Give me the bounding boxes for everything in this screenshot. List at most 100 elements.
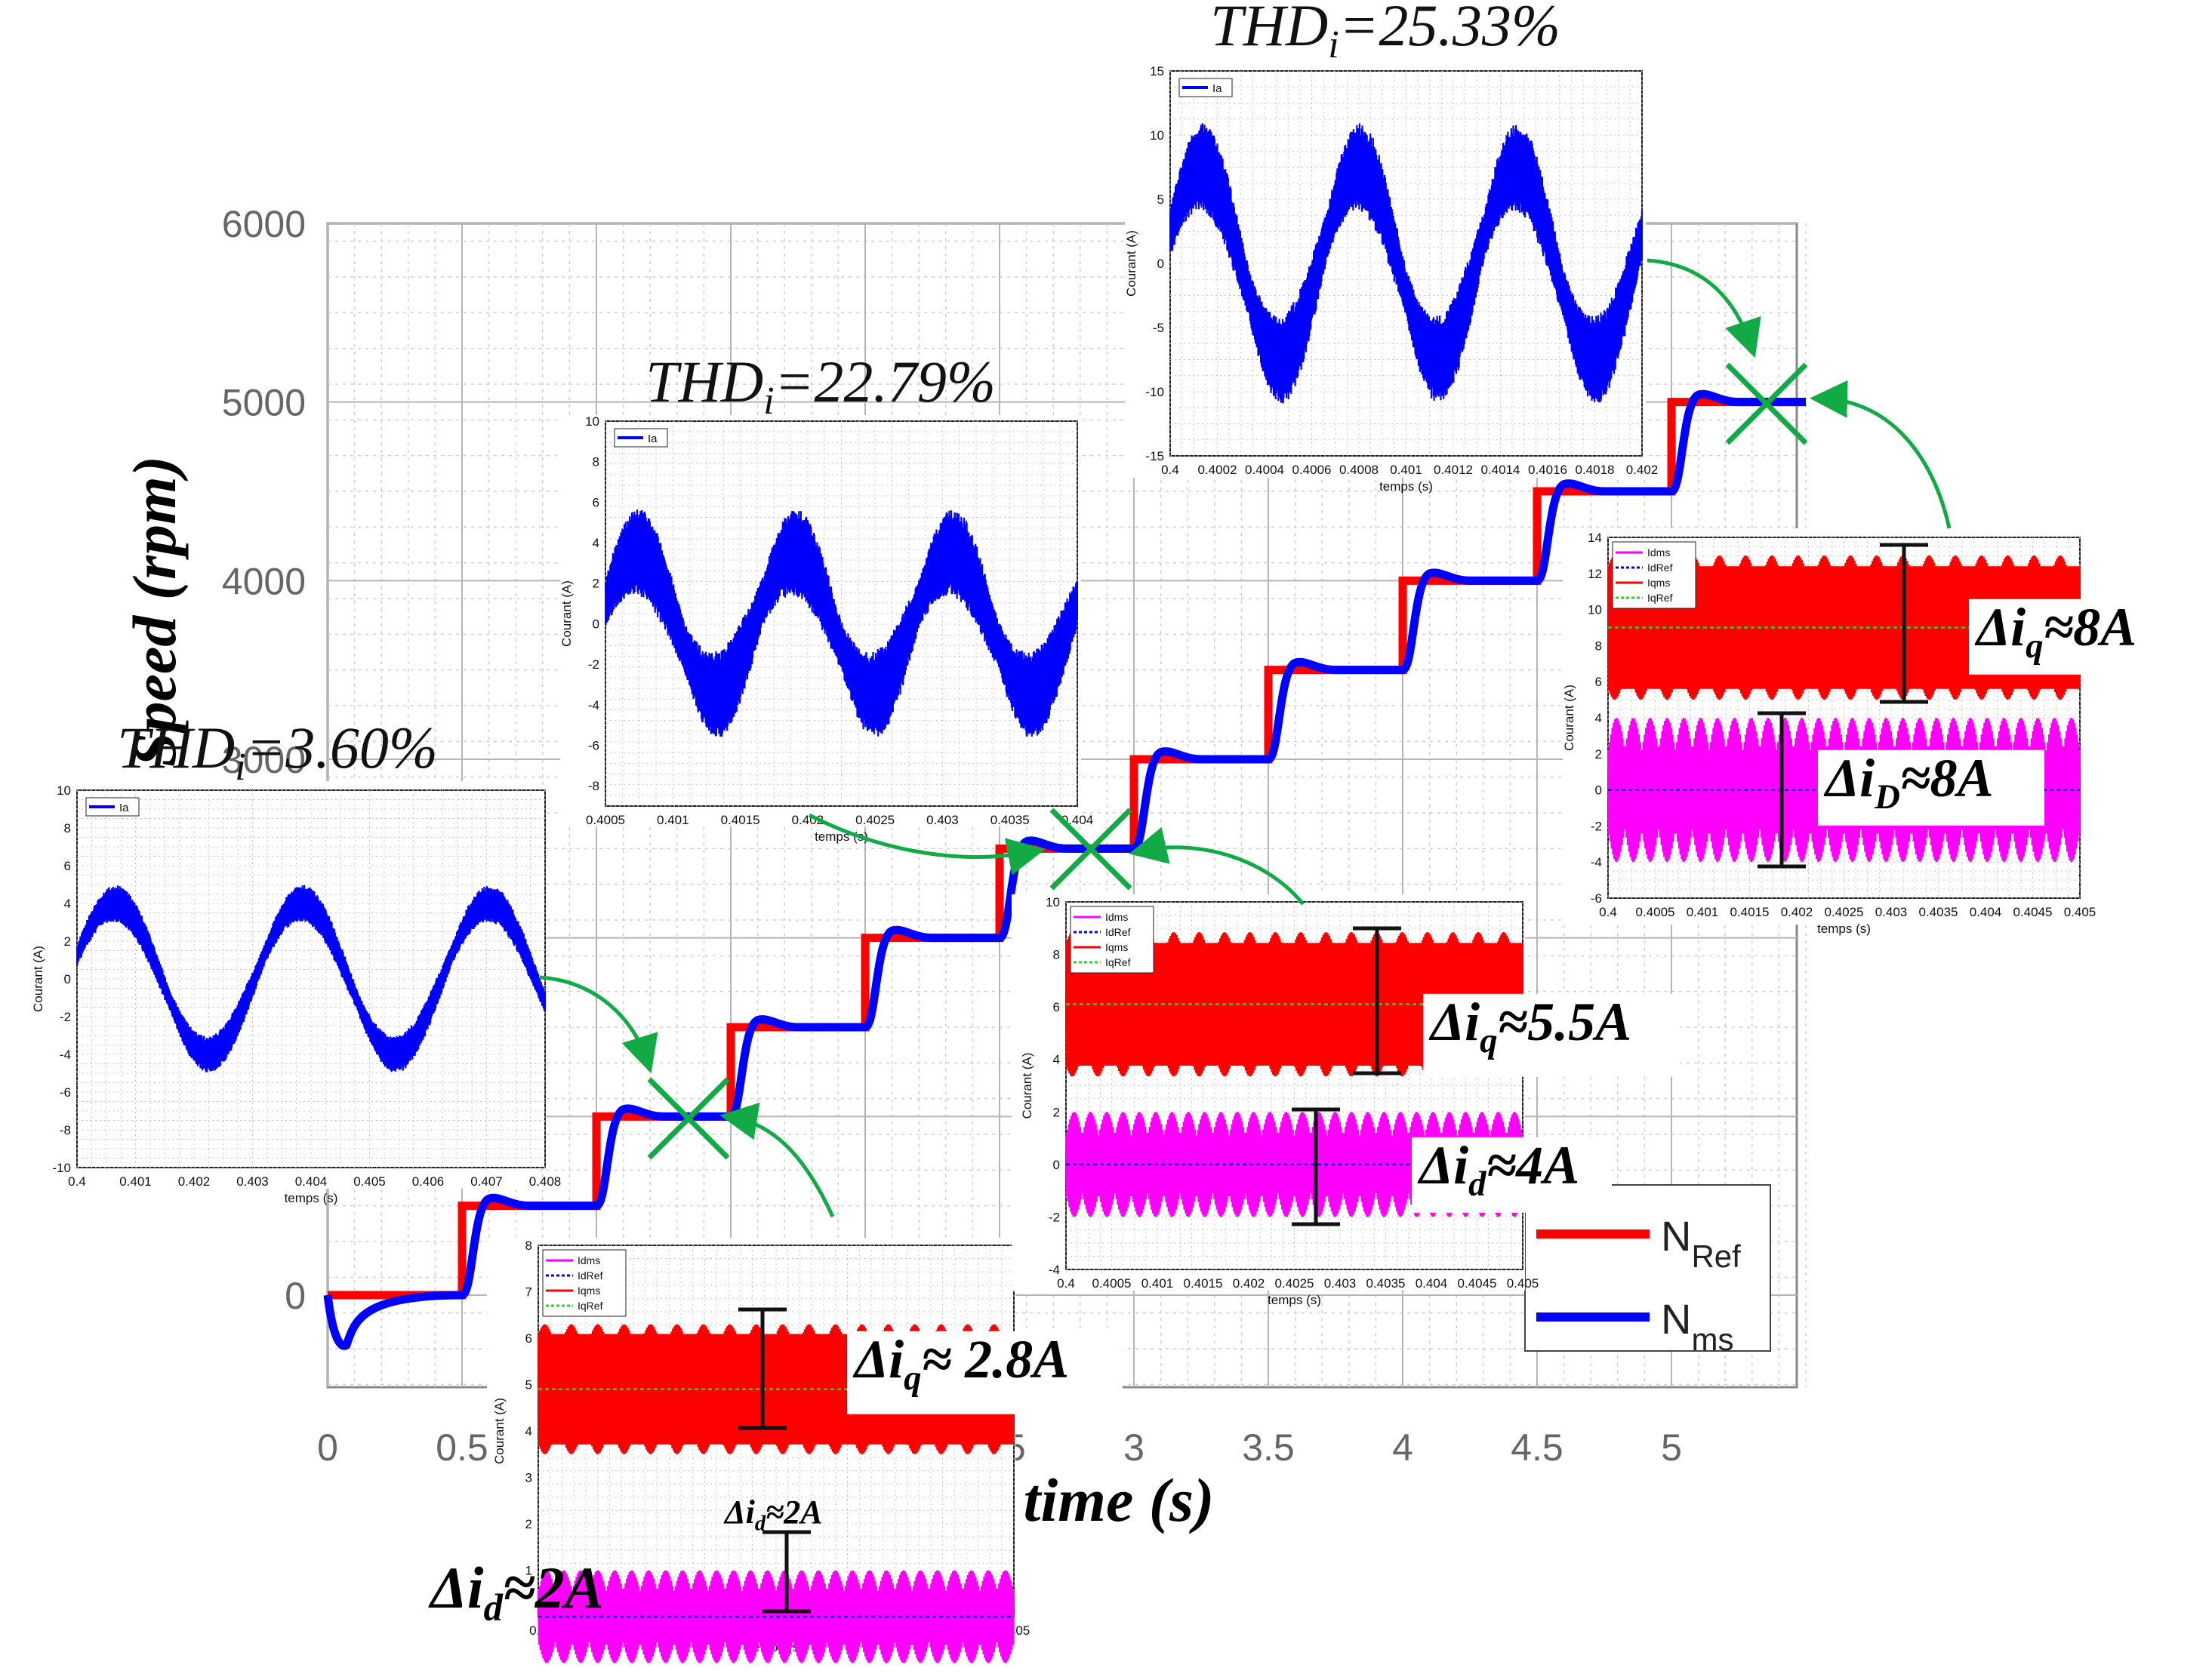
legend-label: NRef	[1661, 1212, 1741, 1274]
delta-symbol: Δi	[852, 1329, 904, 1389]
delta-label-bg	[1818, 749, 2044, 826]
arrow-dq-high	[1810, 380, 1952, 529]
delta-iq-low: Δiq≈ 2.8A	[847, 1329, 1123, 1414]
delta-label: Δid≈2A	[723, 1494, 823, 1536]
inset-legend-label: Iqms	[1647, 577, 1670, 589]
error-bar-iq-mid	[1353, 926, 1401, 1075]
arrow-dq-low	[719, 1102, 835, 1218]
inset-y-tick: 12	[1588, 567, 1602, 581]
inset-thd-title: THDi=3.60%	[117, 715, 438, 789]
inset-x-tick: 0.404	[1061, 813, 1094, 827]
marker-2500rpm	[1049, 808, 1132, 891]
inset-x-tick: 0.4025	[855, 813, 895, 827]
inset-x-tick: 0.402	[1781, 905, 1813, 919]
inset-thd-title: THDi=22.79%	[645, 349, 996, 423]
legend-label: Nms	[1661, 1295, 1733, 1357]
delta-label: Δiq≈8A	[1974, 597, 2137, 666]
inset-y-label: Courant (A)	[559, 580, 574, 647]
delta-sub: D	[1874, 777, 1900, 817]
inset-y-tick: 8	[1595, 639, 1602, 653]
inset-x-tick: 0.4025	[1825, 905, 1864, 919]
inset-y-tick: 10	[57, 783, 71, 798]
x-tick-label: 3	[1123, 1426, 1145, 1469]
inset-x-tick: 0.4005	[1092, 1276, 1132, 1291]
inset-x-tick: 0.4002	[1198, 463, 1237, 477]
thd-sub: i	[235, 746, 245, 789]
delta-value: ≈8A	[1900, 748, 1994, 808]
inset-y-label: Courant (A)	[31, 946, 45, 1012]
delta-iq-high: Δiq≈8A	[1969, 597, 2195, 675]
inset-x-tick: 0.4005	[586, 813, 625, 827]
delta-sub: d	[484, 1586, 504, 1629]
inset-y-tick: -15	[1145, 449, 1164, 463]
inset-x-tick: 0.402	[1233, 1276, 1265, 1291]
inset-x-tick: 0.4015	[1184, 1276, 1223, 1291]
inset-x-tick: 0.4015	[721, 813, 760, 827]
thd-value: =25.33%	[1339, 0, 1560, 58]
y-axis-label: Speed (rpm)	[120, 456, 189, 767]
inset-x-tick: 0.403	[1324, 1276, 1357, 1291]
delta-symbol: Δi	[723, 1494, 756, 1531]
marker-1000rpm	[647, 1077, 730, 1160]
inset-x-tick: 0.4006	[1292, 463, 1332, 477]
inset-thd-title: THDi=25.33%	[1210, 0, 1560, 66]
inset-x-tick: 0.4045	[1458, 1276, 1497, 1291]
x-axis-label: time (s)	[1024, 1466, 1215, 1534]
inset-y-tick: -8	[60, 1123, 71, 1137]
inset-x-tick: 0.401	[1390, 463, 1422, 477]
x-marker-b	[647, 1077, 730, 1160]
inset-ia-low: 0.4 0.401 0.402 0.403 0.404 0.405 0.406 0.407 0.…	[15, 715, 561, 1205]
thd-label: THD	[117, 715, 235, 780]
legend-sub: ms	[1691, 1322, 1733, 1357]
inset-y-tick: 2	[525, 1517, 532, 1531]
delta-symbol: Δi	[1428, 992, 1480, 1052]
inset-y-tick: 5	[525, 1378, 532, 1392]
legend-name: N	[1661, 1295, 1691, 1343]
thd-label: THD	[645, 349, 763, 414]
inset-y-tick: 8	[1053, 948, 1060, 962]
error-bar-id-low	[762, 1530, 811, 1614]
inset-y-tick: 4	[593, 536, 599, 550]
inset-legend-label: Ia	[648, 432, 658, 445]
delta-id-mid: Δid≈4A	[1412, 1135, 1612, 1213]
inset-ia-trace	[1169, 123, 1644, 404]
inset-y-tick: 2	[1595, 747, 1602, 762]
inset-y-tick: -10	[52, 1161, 71, 1175]
inset-y-tick: -4	[588, 698, 599, 712]
inset-y-tick: 0	[1053, 1158, 1060, 1172]
inset-legend-label: Iqms	[1105, 941, 1128, 953]
inset-y-tick: -4	[1049, 1263, 1060, 1277]
inset-legend-label: Idms	[1647, 546, 1670, 559]
delta-id-high: ΔiD≈8A	[1818, 748, 2044, 826]
inset-x-label: temps (s)	[285, 1191, 338, 1205]
thd-sub: i	[763, 380, 774, 423]
delta-symbol: Δi	[1974, 597, 2026, 657]
legend-sub: Ref	[1691, 1239, 1741, 1274]
y-tick-label: 5000	[222, 382, 306, 424]
delta-value: ≈ 2.8A	[922, 1329, 1070, 1389]
inset-x-tick: 0.4035	[990, 813, 1030, 827]
inset-y-tick: -5	[1153, 321, 1164, 335]
inset-y-tick: 8	[593, 455, 599, 469]
inset-x-label: temps (s)	[1379, 479, 1433, 494]
inset-dq-mid: 0.4 0.4005 0.401 0.4015 0.402 0.4025 0.403 0.40…	[1012, 894, 1539, 1307]
error-bar-id-mid	[1292, 1107, 1340, 1226]
thd-value: =22.79%	[775, 349, 996, 414]
y-tick-label: 6000	[222, 203, 306, 245]
inset-x-tick: 0.4005	[1636, 905, 1675, 919]
inset-y-tick: 10	[1150, 128, 1164, 143]
inset-legend-label: Idms	[1105, 911, 1128, 923]
inset-y-tick: 8	[525, 1239, 532, 1253]
delta-id-low-large: Δid≈2A	[428, 1555, 604, 1629]
inset-y-tick: 6	[64, 859, 71, 873]
delta-label: Δid≈4A	[1417, 1135, 1579, 1204]
inset-x-tick: 0.406	[412, 1174, 445, 1189]
inset-y-tick: 6	[1595, 675, 1602, 689]
delta-label: Δiq≈5.5A	[1428, 992, 1631, 1060]
inset-y-tick: -10	[1145, 385, 1164, 399]
delta-label-bg	[1969, 599, 2195, 675]
inset-x-tick: 0.4008	[1339, 463, 1379, 477]
delta-label: Δiq≈ 2.8A	[852, 1329, 1069, 1398]
thd-label: THD	[1210, 0, 1328, 58]
legend-name: N	[1661, 1212, 1691, 1260]
